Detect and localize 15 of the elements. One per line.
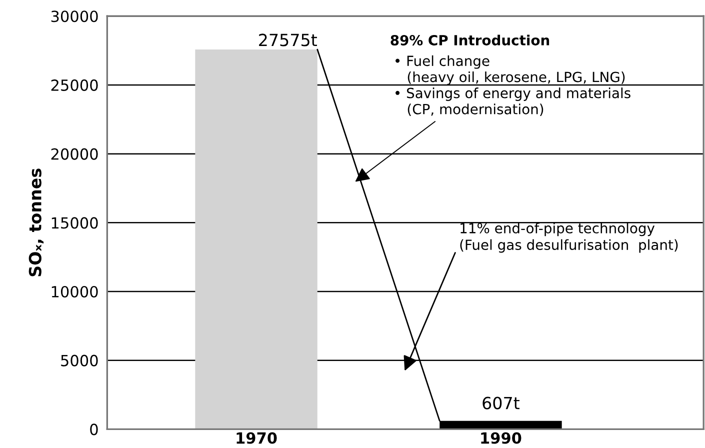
y-tick-label: 15000 bbox=[52, 217, 98, 229]
y-tick-label: 25000 bbox=[51, 79, 98, 91]
annotation: 11% end-of-pipe technology (Fuel gas desulfurisation plant) bbox=[460, 222, 678, 253]
y-tick-label: 20000 bbox=[51, 148, 98, 160]
y-tick-label: 10000 bbox=[52, 286, 98, 298]
data-label: 607t bbox=[482, 396, 520, 410]
y-tick-label: 5000 bbox=[61, 354, 98, 366]
data-label: 27575t bbox=[259, 34, 317, 46]
x-tick-label: 1990 bbox=[481, 432, 522, 444]
y-tick-label: 0 bbox=[90, 424, 98, 436]
x-tick-label: 1970 bbox=[236, 432, 277, 444]
annotation: • Fuel change (heavy oil, kerosene, LPG, LNG) • Savings of energy and materials (CP, modernisation) bbox=[396, 55, 630, 116]
y-axis-title: SOₓ, tonnes bbox=[28, 168, 44, 276]
annotation: 89% CP Introduction bbox=[390, 34, 550, 46]
y-tick-label: 30000 bbox=[51, 10, 98, 22]
